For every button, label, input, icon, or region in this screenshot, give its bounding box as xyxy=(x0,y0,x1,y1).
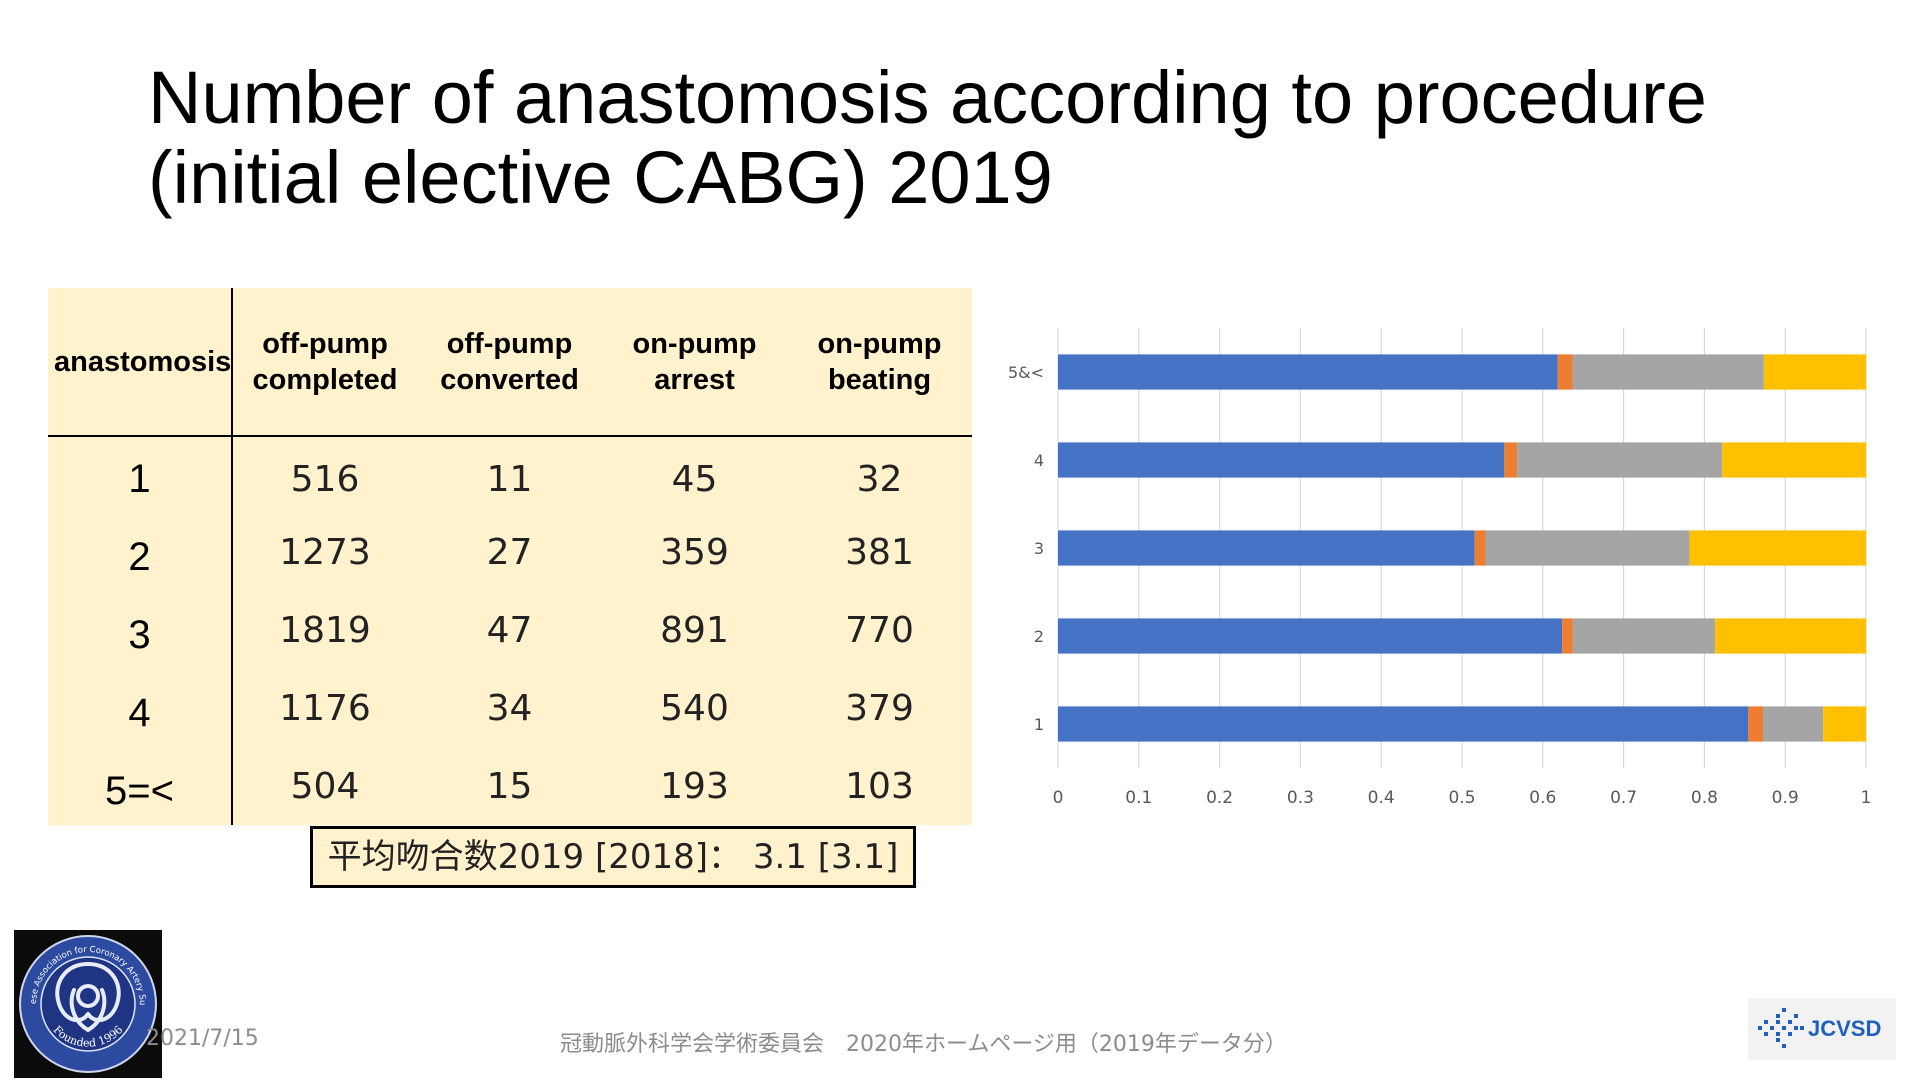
row-label: 4 xyxy=(48,669,233,747)
x-tick-label: 0.7 xyxy=(1610,788,1637,808)
table-cell: 27 xyxy=(486,531,533,573)
x-tick-label: 0.6 xyxy=(1529,788,1556,808)
bar-segment-1-s2 xyxy=(1748,706,1763,742)
y-category-label: 3 xyxy=(1034,539,1044,558)
table-cell: 1273 xyxy=(279,531,371,573)
table-cell: 47 xyxy=(486,609,533,651)
bar-segment-5-s4 xyxy=(1763,354,1866,390)
header-on-pump-beating: on-pump beating xyxy=(787,288,972,437)
bar-segment-5-s3 xyxy=(1572,354,1764,390)
x-tick-label: 0.3 xyxy=(1287,788,1314,808)
table-row: 5=< 504 15 193 103 xyxy=(48,747,972,825)
bar-segment-5-s1 xyxy=(1058,354,1558,390)
header-off-pump-completed: off-pump completed xyxy=(232,288,417,437)
bar-segment-1-s3 xyxy=(1762,706,1824,742)
table-cell: 891 xyxy=(660,609,729,651)
row-label: 3 xyxy=(48,591,233,669)
header-on-pump-arrest: on-pump arrest xyxy=(602,288,787,437)
bar-segment-4-s4 xyxy=(1722,442,1866,478)
table-cell: 359 xyxy=(660,531,729,573)
row-label: 5=< xyxy=(48,747,233,825)
table-cell: 1819 xyxy=(279,609,371,651)
x-tick-label: 0.4 xyxy=(1368,788,1395,808)
table-cell: 516 xyxy=(290,458,360,500)
table-cell: 34 xyxy=(486,687,533,729)
table-row: 4 1176 34 540 379 xyxy=(48,669,972,747)
header-anastomosis: anastomosis xyxy=(48,288,233,437)
bar-segment-2-s2 xyxy=(1562,618,1573,654)
row-label: 2 xyxy=(48,513,233,591)
table-row: 2 1273 27 359 381 xyxy=(48,513,972,591)
y-category-label: 2 xyxy=(1034,627,1044,646)
anastomosis-table: anastomosis off-pump completed off-pump co… xyxy=(48,288,972,825)
table-row: 1 516 11 45 32 xyxy=(48,436,972,513)
table-cell: 1176 xyxy=(279,687,371,729)
table-cell: 32 xyxy=(856,458,903,500)
header-off-pump-converted: off-pump converted xyxy=(417,288,602,437)
table-cell: 770 xyxy=(845,609,914,651)
slide-title-line2: (initial elective CABG) 2019 xyxy=(148,136,1053,219)
y-category-label: 5&< xyxy=(1008,363,1044,382)
table-cell: 103 xyxy=(845,765,914,807)
bar-segment-4-s2 xyxy=(1504,442,1518,478)
bar-segment-4-s1 xyxy=(1058,442,1505,478)
x-tick-label: 0.9 xyxy=(1772,788,1799,808)
bar-segment-2-s4 xyxy=(1715,618,1866,654)
x-tick-label: 0.2 xyxy=(1206,788,1233,808)
bar-segment-2-s1 xyxy=(1058,618,1563,654)
bar-segment-4-s3 xyxy=(1517,442,1723,478)
bar-segment-3-s3 xyxy=(1485,530,1690,566)
slide-title-line1: Number of anastomosis according to proce… xyxy=(148,56,1707,139)
table-cell: 379 xyxy=(845,687,914,729)
table-row: 3 1819 47 891 770 xyxy=(48,591,972,669)
bar-segment-3-s4 xyxy=(1689,530,1866,566)
bar-segment-3-s2 xyxy=(1474,530,1486,566)
table-cell: 381 xyxy=(845,531,914,573)
bar-segment-1-s4 xyxy=(1823,706,1866,742)
table-cell: 45 xyxy=(671,458,718,500)
x-tick-label: 1 xyxy=(1861,788,1872,808)
slide-date: 2021/7/15 xyxy=(146,1026,259,1051)
table-cell: 504 xyxy=(290,765,360,807)
bar-segment-2-s3 xyxy=(1572,618,1716,654)
slide-title: Number of anastomosis according to proce… xyxy=(148,58,1868,218)
x-tick-label: 0.1 xyxy=(1125,788,1152,808)
stacked-bar-chart: 0 0.1 0.2 0.3 0.4 0.5 0.6 0.7 0.8 0.9 1 1 2 3 4 5&< xyxy=(1008,328,1872,808)
table-cell: 193 xyxy=(660,765,729,807)
table-cell: 11 xyxy=(486,458,533,500)
x-tick-label: 0.8 xyxy=(1691,788,1718,808)
bar-segment-1-s1 xyxy=(1058,706,1749,742)
row-label: 1 xyxy=(48,436,233,513)
x-tick-label: 0.5 xyxy=(1448,788,1475,808)
average-anastomosis-note: 平均吻合数2019 [2018]： 3.1 [3.1] xyxy=(310,826,916,888)
jcvsd-logo-text: JCVSD xyxy=(1808,1016,1881,1041)
jacas-seal-logo: Japanese Association for Coronary Artery… xyxy=(14,930,162,1078)
bar-segment-3-s1 xyxy=(1058,530,1475,566)
table-header-row: anastomosis off-pump completed off-pump co… xyxy=(48,288,972,437)
x-tick-label: 0 xyxy=(1053,788,1064,808)
table-cell: 15 xyxy=(486,765,533,807)
y-category-label: 4 xyxy=(1034,451,1044,470)
footer-text: 冠動脈外科学会学術委員会 2020年ホームページ用（2019年データ分） xyxy=(560,1032,1287,1057)
table-cell: 540 xyxy=(660,687,729,729)
bar-segment-5-s2 xyxy=(1557,354,1573,390)
jcvsd-logo: JCVSD xyxy=(1748,998,1896,1060)
y-category-label: 1 xyxy=(1034,715,1044,734)
